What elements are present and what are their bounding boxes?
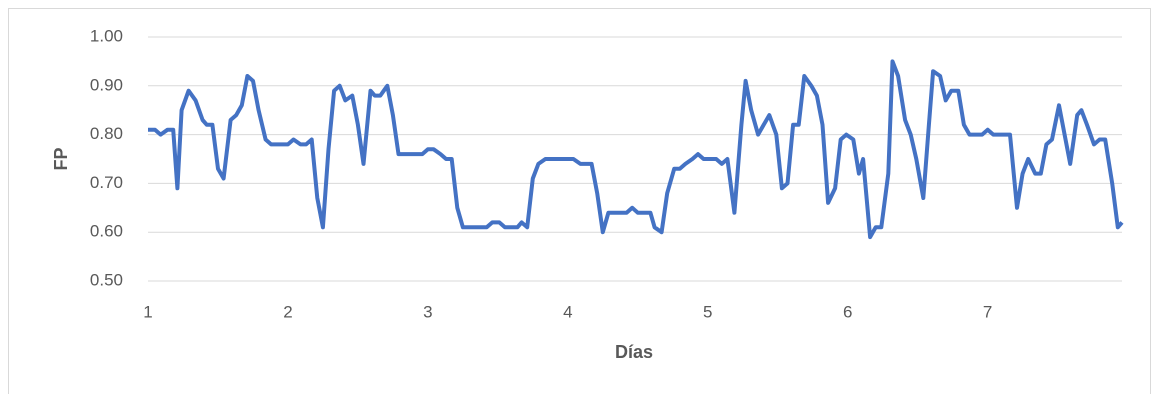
y-tick-label: 0.50 (90, 270, 123, 289)
x-tick-label: 5 (703, 302, 712, 321)
y-axis-label: FP (51, 147, 71, 170)
x-tick-label: 7 (983, 302, 992, 321)
x-tick-label: 1 (143, 302, 152, 321)
x-axis-label: Días (615, 342, 653, 362)
y-tick-label: 0.70 (90, 173, 123, 192)
x-tick-label: 2 (283, 302, 292, 321)
data-line (148, 59, 1124, 240)
x-tick-label: 4 (563, 302, 572, 321)
y-tick-label: 1.00 (90, 26, 123, 45)
x-tick-label: 6 (843, 302, 852, 321)
y-tick-label: 0.90 (90, 75, 123, 94)
y-tick-label: 0.80 (90, 124, 123, 143)
y-tick-label: 0.60 (90, 222, 123, 241)
chart-border (8, 8, 1151, 394)
x-tick-label: 3 (423, 302, 432, 321)
